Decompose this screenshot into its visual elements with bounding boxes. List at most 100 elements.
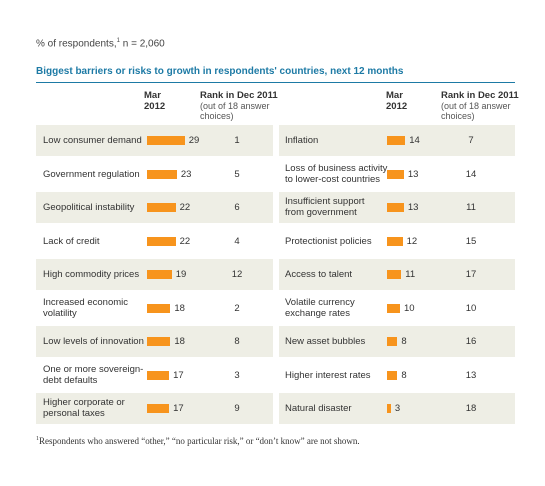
row-label-line: Low levels of innovation: [43, 336, 144, 347]
bar-mark: [147, 370, 170, 380]
row-label-line: volatility: [43, 307, 77, 319]
footnote: 1Respondents who answered “other,” “no p…: [36, 436, 360, 446]
rank-value: 1: [234, 135, 240, 146]
rank-value: 17: [465, 269, 477, 280]
bar-mark: [147, 270, 172, 279]
bar-mark: [147, 404, 170, 413]
rank-value: 6: [234, 202, 240, 213]
bar-mark: [147, 203, 176, 212]
row-label: Volatile currency exchange rates: [285, 297, 355, 319]
rank-value: 11: [466, 202, 476, 213]
rank-value: 5: [234, 168, 240, 180]
row-label-line: Government regulation: [43, 168, 140, 180]
header-rank-dec-2011-right: Rank in Dec 2011 (out of 18 answer choic…: [441, 90, 519, 121]
row-label: Protectionist policies: [285, 236, 372, 247]
row-left-8: One or more sovereign-debt defaults 17 3: [36, 360, 273, 391]
row-label-line: debt defaults: [43, 374, 98, 386]
rank-value: 12: [231, 269, 243, 280]
row-right-5: Access to talent 11 17: [279, 259, 515, 290]
row-left-6: Increased economic volatility 18 2: [36, 293, 273, 324]
bar-value-label: 19: [175, 269, 187, 280]
bar-mark: [387, 236, 403, 246]
row-label-line: exchange rates: [285, 307, 350, 319]
rank-value: 10: [465, 302, 477, 314]
bar-value-label: 11: [405, 269, 416, 280]
rank-value: 15: [465, 235, 477, 247]
rank-value: 9: [234, 403, 240, 414]
row-right-9: Natural disaster 3 18: [279, 393, 515, 424]
bar-value-label: 29: [188, 135, 200, 146]
row-label: One or more sovereign-debt defaults: [43, 364, 143, 386]
rank-value: 16: [465, 336, 477, 347]
row-label-line: New asset bubbles: [285, 336, 366, 347]
bar-mark: [387, 337, 398, 346]
bar-value-label: 18: [174, 336, 185, 347]
row-label-line: Volatile currency: [285, 296, 355, 308]
row-label: New asset bubbles: [285, 336, 365, 347]
bar-mark: [387, 303, 400, 313]
rank-value: 14: [465, 168, 477, 180]
row-label: Higher corporate or personal taxes: [43, 397, 125, 419]
rank-value: 13: [465, 369, 477, 381]
bar-value-label: 12: [406, 235, 418, 247]
bar-mark: [147, 169, 177, 179]
row-label-line: Loss of business activity: [285, 162, 388, 174]
bar-value-label: 3: [394, 403, 401, 414]
rank-value: 18: [465, 403, 477, 414]
row-left-1: Low consumer demand 29 1: [36, 125, 273, 156]
row-label-line: Access to talent: [285, 269, 353, 280]
bar-value-label: 14: [409, 135, 420, 146]
row-label: Low levels of innovation: [43, 336, 144, 347]
row-label: Low consumer demand: [43, 135, 142, 146]
bar-value-label: 23: [180, 168, 192, 180]
row-label: Insufficient support from government: [285, 196, 365, 218]
bar-mark: [387, 404, 391, 413]
bar-mark: [387, 169, 404, 179]
row-label-line: Lack of credit: [43, 235, 100, 247]
row-label: Lack of credit: [43, 236, 100, 247]
row-left-5: High commodity prices 19 12: [36, 259, 273, 290]
rank-value: 3: [234, 369, 240, 381]
row-label-line: High commodity prices: [43, 269, 140, 280]
row-label-line: Geopolitical instability: [43, 202, 135, 213]
rank-value: 8: [234, 336, 240, 347]
row-left-9: Higher corporate or personal taxes 17 9: [36, 393, 273, 424]
header-mar-2012-right: Mar 2012: [386, 90, 408, 112]
row-label-line: from government: [285, 207, 357, 218]
rank-value: 4: [234, 235, 240, 247]
row-label-line: Low consumer demand: [43, 135, 142, 146]
chart-subtitle: % of respondents,1 n = 2,060: [36, 38, 165, 50]
bar-mark: [387, 270, 402, 279]
chart-title: Biggest barriers or risks to growth in r…: [36, 66, 404, 77]
row-label-line: personal taxes: [43, 408, 105, 419]
row-label-line: to lower-cost countries: [285, 173, 381, 185]
row-left-3: Geopolitical instability 22 6: [36, 192, 273, 223]
row-label-line: Increased economic: [43, 296, 129, 308]
rank-value: 2: [234, 302, 240, 314]
bar-value-label: 17: [173, 369, 184, 381]
bar-mark: [147, 236, 176, 246]
row-left-4: Lack of credit 22 4: [36, 226, 273, 257]
row-label: Loss of business activity to lower-cost c…: [285, 163, 387, 185]
row-left-2: Government regulation 23 5: [36, 159, 273, 190]
row-label-line: One or more sovereign-: [43, 363, 144, 375]
row-label-line: Protectionist policies: [285, 235, 372, 247]
bar-value-label: 10: [404, 302, 415, 314]
bar-mark: [387, 136, 406, 145]
row-right-4: Protectionist policies 12 15: [279, 226, 515, 257]
row-label: Inflation: [285, 135, 318, 146]
row-left-7: Low levels of innovation 18 8: [36, 326, 273, 357]
row-right-6: Volatile currency exchange rates 10 10: [279, 293, 515, 324]
row-label: Access to talent: [285, 269, 352, 280]
bar-value-label: 8: [401, 369, 407, 381]
rank-value: 7: [468, 135, 474, 146]
bar-value-label: 22: [179, 202, 191, 213]
bar-value-label: 18: [174, 302, 185, 314]
bar-value-label: 13: [407, 202, 419, 213]
row-label: Higher interest rates: [285, 370, 371, 381]
row-right-2: Loss of business activity to lower-cost c…: [279, 159, 515, 190]
bar-mark: [387, 203, 404, 212]
bar-value-label: 17: [173, 403, 184, 414]
bar-mark: [147, 337, 171, 346]
bar-mark: [147, 303, 171, 313]
